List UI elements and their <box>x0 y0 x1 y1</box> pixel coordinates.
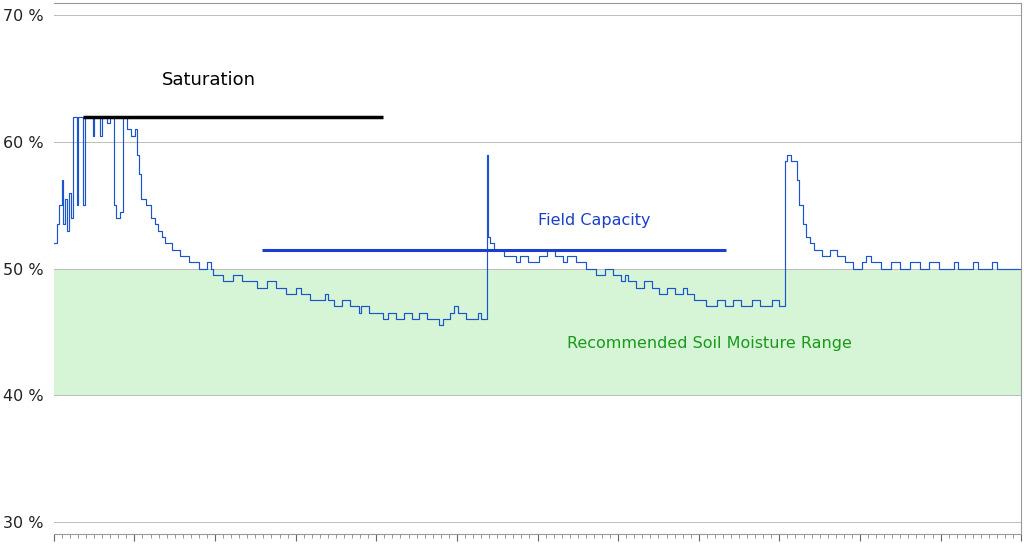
Text: Field Capacity: Field Capacity <box>538 213 650 228</box>
Text: Saturation: Saturation <box>162 71 256 89</box>
Text: Recommended Soil Moisture Range: Recommended Soil Moisture Range <box>566 336 851 351</box>
